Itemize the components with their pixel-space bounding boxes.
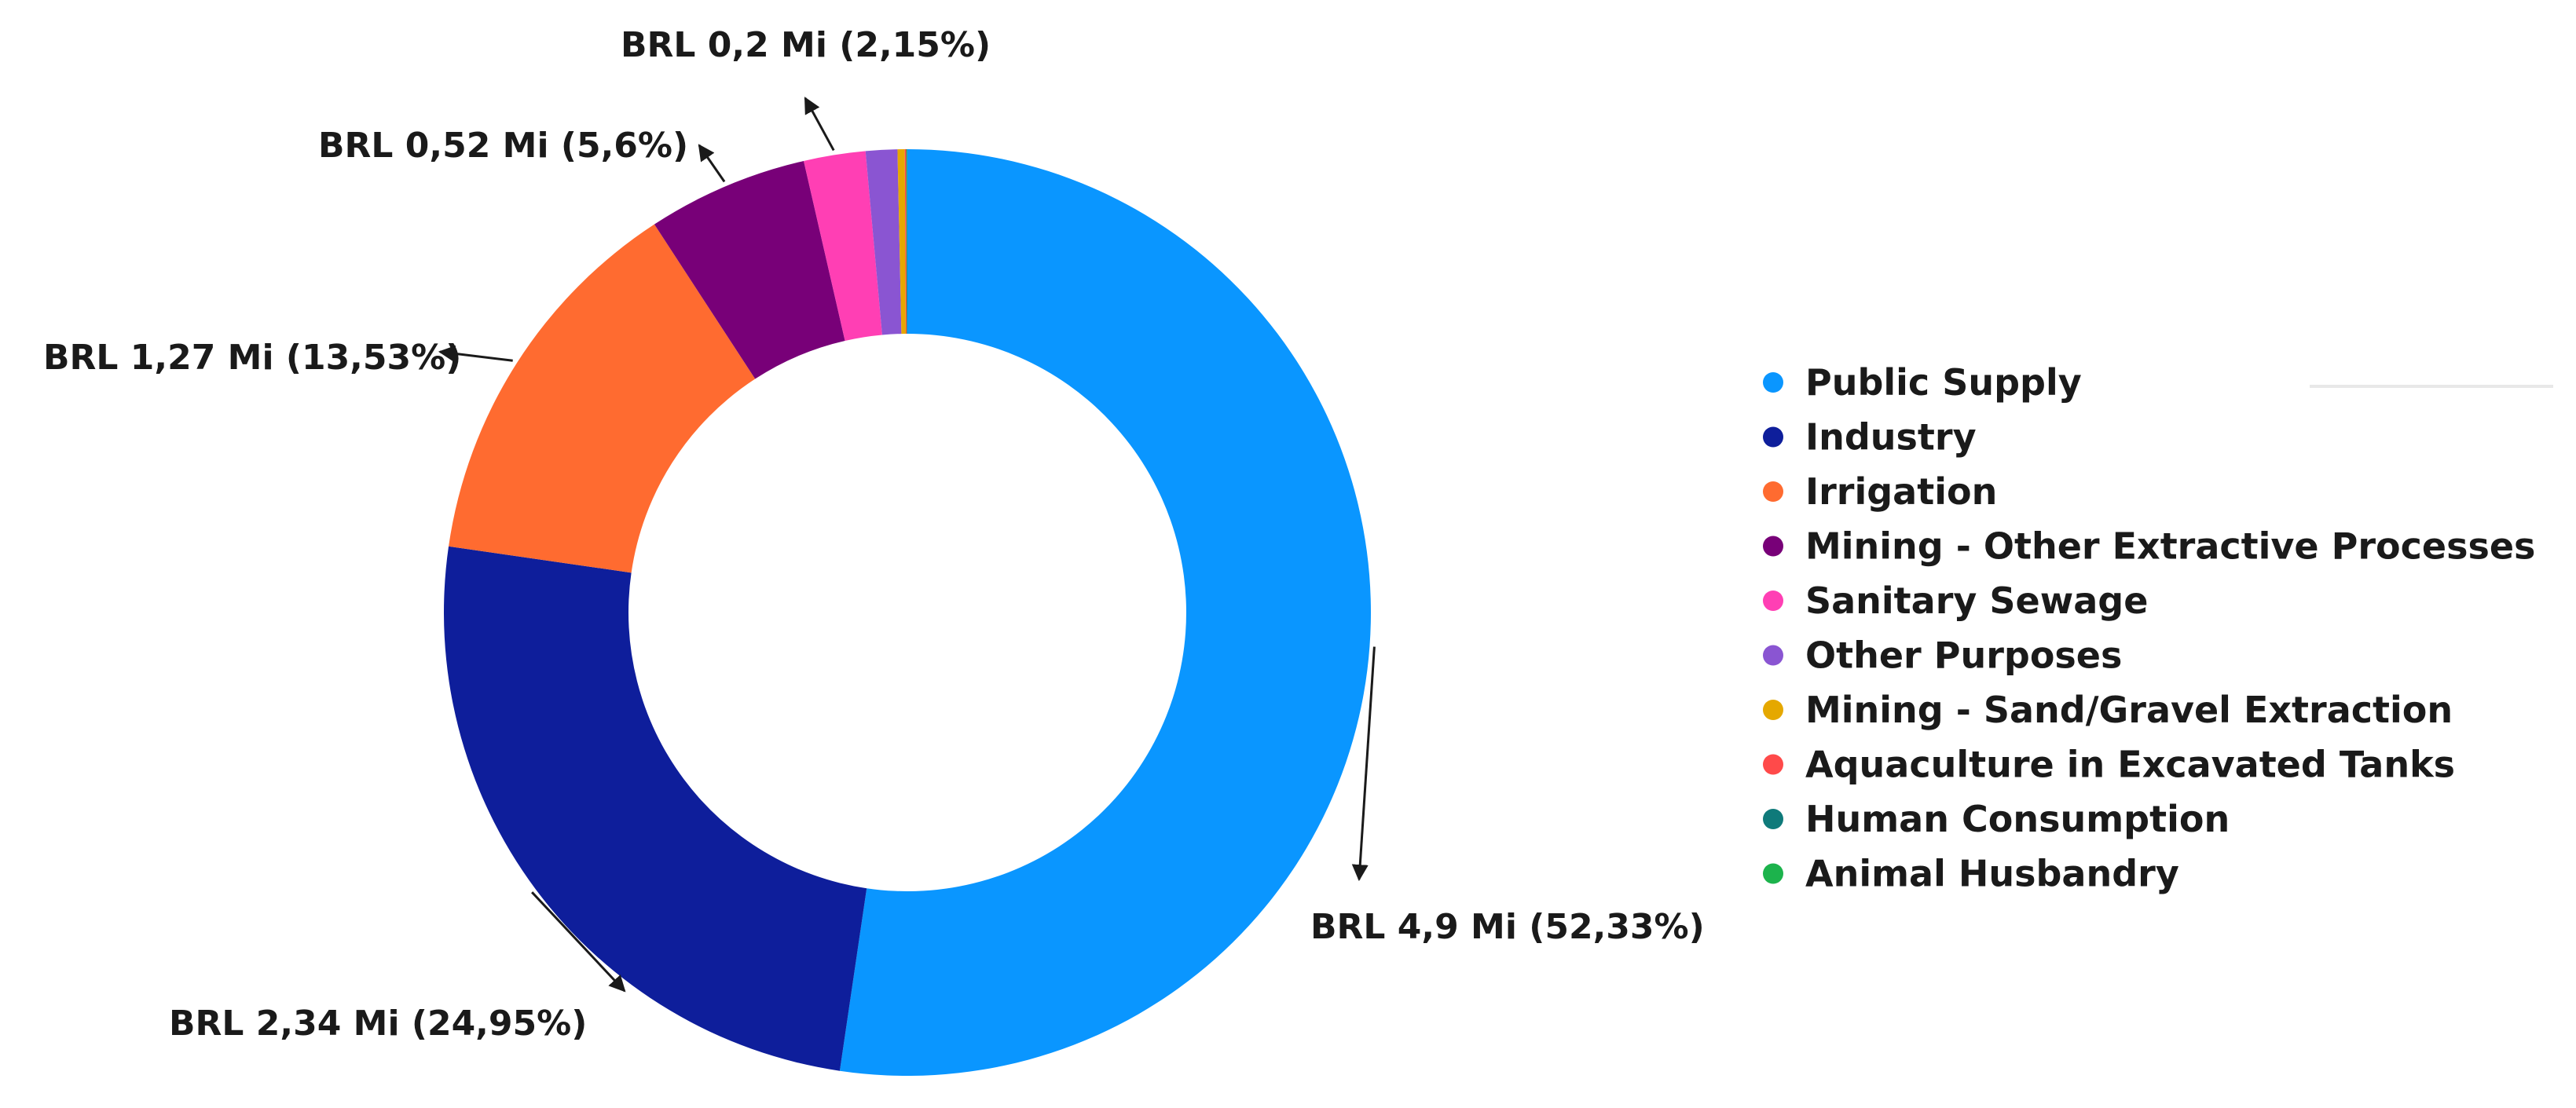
slice-industry xyxy=(444,546,867,1071)
data-label-3: BRL 0,52 Mi (5,6%) xyxy=(318,126,688,166)
legend-marker-7 xyxy=(1763,754,1783,775)
callout-arrow-1 xyxy=(531,891,626,993)
callout-arrow-0 xyxy=(1351,646,1376,882)
data-label-1: BRL 2,34 Mi (24,95%) xyxy=(169,1004,587,1044)
legend-marker-0 xyxy=(1763,372,1783,393)
legend-marker-8 xyxy=(1763,809,1783,829)
legend-label-1: Industry xyxy=(1805,416,1977,459)
callout-arrow-3 xyxy=(698,144,726,183)
legend-label-7: Aquaculture in Excavated Tanks xyxy=(1805,744,2455,786)
legend-label-5: Other Purposes xyxy=(1805,634,2122,677)
legend-label-9: Animal Husbandry xyxy=(1805,853,2179,895)
legend-label-0: Public Supply xyxy=(1805,361,2082,404)
callout-arrow-4 xyxy=(804,97,835,152)
legend-marker-2 xyxy=(1763,481,1783,502)
legend-label-3: Mining - Other Extractive Processes xyxy=(1805,525,2535,568)
data-label-0: BRL 4,9 Mi (52,33%) xyxy=(1310,907,1705,947)
legend-marker-9 xyxy=(1763,863,1783,884)
slice-aquaculture-in-excavated-tanks xyxy=(904,149,907,335)
slice-sanitary-sewage xyxy=(804,151,882,341)
data-label-4: BRL 0,2 Mi (2,15%) xyxy=(621,25,991,65)
slice-other-purposes xyxy=(865,149,902,335)
legend-label-2: Irrigation xyxy=(1805,470,1997,513)
legend-marker-1 xyxy=(1763,426,1783,448)
donut-slices xyxy=(444,149,1371,1076)
legend-marker-5 xyxy=(1763,645,1783,666)
slice-public-supply xyxy=(839,149,1371,1076)
slice-callouts: BRL 4,9 Mi (52,33%) BRL 2,34 Mi (24,95%) B… xyxy=(43,25,1705,1044)
slice-mining-sand-gravel-extraction xyxy=(897,149,906,335)
data-label-2: BRL 1,27 Mi (13,53%) xyxy=(43,338,461,378)
callout-arrow-2 xyxy=(438,345,513,362)
legend-label-6: Mining - Sand/Gravel Extraction xyxy=(1805,689,2453,731)
slice-mining-other-extractive-processes xyxy=(654,160,845,379)
legend-marker-6 xyxy=(1763,700,1783,720)
legend-marker-3 xyxy=(1763,536,1783,557)
legend-label-8: Human Consumption xyxy=(1805,798,2230,840)
slice-irrigation xyxy=(449,224,756,573)
legend-label-4: Sanitary Sewage xyxy=(1805,580,2148,622)
legend: Public Supply Industry Irrigation Mining - … xyxy=(1763,361,2535,895)
legend-marker-4 xyxy=(1763,591,1783,611)
